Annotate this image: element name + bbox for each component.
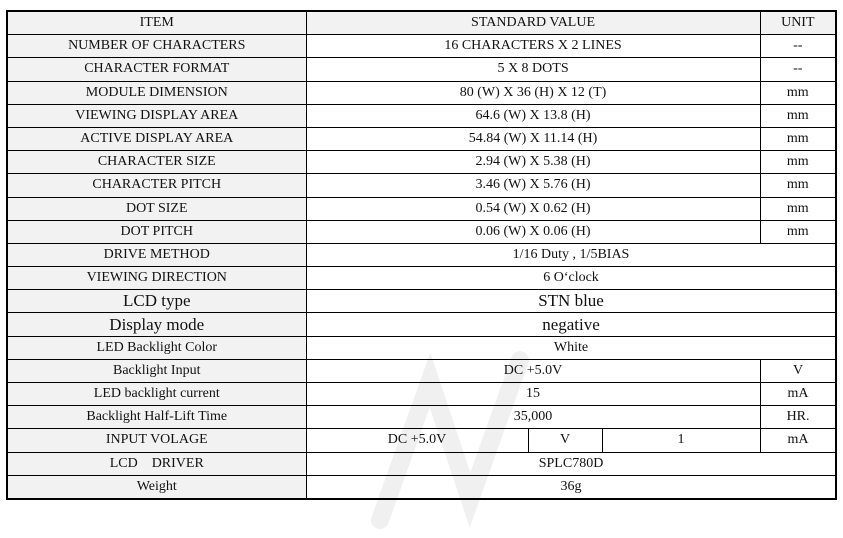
item-cell: DOT PITCH — [6, 219, 307, 244]
value-cell: 0.06 (W) X 0.06 (H) — [305, 219, 761, 244]
table-row: NUMBER OF CHARACTERS 16 CHARACTERS X 2 LI… — [6, 34, 837, 59]
unit-cell: HR. — [759, 405, 837, 430]
table-row: DOT PITCH 0.06 (W) X 0.06 (H) mm — [6, 219, 837, 244]
value-cell: 64.6 (W) X 13.8 (H) — [305, 103, 761, 128]
item-cell: DOT SIZE — [6, 196, 307, 221]
unit-cell: V — [759, 358, 837, 384]
item-cell: Backlight Half-Lift Time — [6, 405, 307, 430]
item-cell: VIEWING DIRECTION — [6, 266, 307, 291]
table-row: CHARACTER SIZE 2.94 (W) X 5.38 (H) mm — [6, 150, 837, 175]
unit-cell: mm — [759, 196, 837, 221]
table-row: CHARACTER PITCH 3.46 (W) X 5.76 (H) mm — [6, 173, 837, 198]
value-cell: 54.84 (W) X 11.14 (H) — [305, 126, 761, 152]
item-cell: Backlight Input — [6, 358, 307, 384]
table-header-row: ITEM STANDARD VALUE UNIT — [6, 10, 837, 36]
value-cell: negative — [305, 312, 837, 337]
unit-cell: mA — [759, 381, 837, 407]
value-cell: SPLC780D — [305, 451, 837, 476]
value-cell: 2.94 (W) X 5.38 (H) — [305, 150, 761, 175]
table-row: LED backlight current 15 mA — [6, 381, 837, 407]
value-cell: DC +5.0V — [305, 358, 761, 384]
value-cell: 35,000 — [305, 405, 761, 430]
item-cell: CHARACTER SIZE — [6, 150, 307, 175]
item-cell: CHARACTER FORMAT — [6, 57, 307, 82]
item-cell: NUMBER OF CHARACTERS — [6, 34, 307, 59]
item-cell: ACTIVE DISPLAY AREA — [6, 126, 307, 152]
unit-cell: -- — [759, 57, 837, 82]
table-row: Weight 36g — [6, 474, 837, 500]
table-row: MODULE DIMENSION 80 (W) X 36 (H) X 12 (T)… — [6, 80, 837, 105]
item-cell: INPUT VOLAGE — [6, 428, 307, 453]
voltage-unit-cell: V — [527, 428, 603, 453]
specification-table: ITEM STANDARD VALUE UNIT NUMBER OF CHARA… — [6, 10, 838, 500]
item-cell: Weight — [6, 474, 307, 500]
unit-cell: mm — [759, 126, 837, 152]
table-row: VIEWING DISPLAY AREA 64.6 (W) X 13.8 (H) m… — [6, 103, 837, 128]
table-row: LCD DRIVER SPLC780D — [6, 451, 837, 476]
table-row: VIEWING DIRECTION 6 O‘clock — [6, 266, 837, 291]
table-row: ACTIVE DISPLAY AREA 54.84 (W) X 11.14 (H)… — [6, 126, 837, 152]
unit-cell: mm — [759, 219, 837, 244]
unit-cell: mA — [759, 428, 837, 453]
item-cell: LED backlight current — [6, 381, 307, 407]
item-cell: CHARACTER PITCH — [6, 173, 307, 198]
table-row: DOT SIZE 0.54 (W) X 0.62 (H) mm — [6, 196, 837, 221]
unit-cell: mm — [759, 103, 837, 128]
table-row: Backlight Half-Lift Time 35,000 HR. — [6, 405, 837, 430]
input-voltage-row: INPUT VOLAGE DC +5.0V V 1 mA — [6, 428, 837, 453]
value-cell: 6 O‘clock — [305, 266, 837, 291]
unit-cell: mm — [759, 80, 837, 105]
value-cell: 80 (W) X 36 (H) X 12 (T) — [305, 80, 761, 105]
item-cell: LED Backlight Color — [6, 335, 307, 360]
value-cell: 3.46 (W) X 5.76 (H) — [305, 173, 761, 198]
table-row: DRIVE METHOD 1/16 Duty , 1/5BIAS — [6, 242, 837, 268]
value-cell: 15 — [305, 381, 761, 407]
header-unit: UNIT — [759, 10, 837, 36]
value-cell: 5 X 8 DOTS — [305, 57, 761, 82]
value-cell: 16 CHARACTERS X 2 LINES — [305, 34, 761, 59]
item-cell: Display mode — [6, 312, 307, 337]
value-cell: 36g — [305, 474, 837, 500]
value-cell: DC +5.0V — [305, 428, 529, 453]
table-row: Display mode negative — [6, 312, 837, 337]
unit-cell: mm — [759, 173, 837, 198]
header-standard-value: STANDARD VALUE — [305, 10, 761, 36]
table-row: LCD type STN blue — [6, 289, 837, 314]
unit-cell: -- — [759, 34, 837, 59]
value-cell: STN blue — [305, 289, 837, 314]
current-cell: 1 — [601, 428, 761, 453]
item-cell: LCD type — [6, 289, 307, 314]
value-cell: White — [305, 335, 837, 360]
table-row: Backlight Input DC +5.0V V — [6, 358, 837, 384]
item-cell: VIEWING DISPLAY AREA — [6, 103, 307, 128]
item-cell: DRIVE METHOD — [6, 242, 307, 268]
table-row: LED Backlight Color White — [6, 335, 837, 360]
item-cell: LCD DRIVER — [6, 451, 307, 476]
value-cell: 0.54 (W) X 0.62 (H) — [305, 196, 761, 221]
table-row: CHARACTER FORMAT 5 X 8 DOTS -- — [6, 57, 837, 82]
unit-cell: mm — [759, 150, 837, 175]
item-cell: MODULE DIMENSION — [6, 80, 307, 105]
value-cell: 1/16 Duty , 1/5BIAS — [305, 242, 837, 268]
header-item: ITEM — [6, 10, 307, 36]
